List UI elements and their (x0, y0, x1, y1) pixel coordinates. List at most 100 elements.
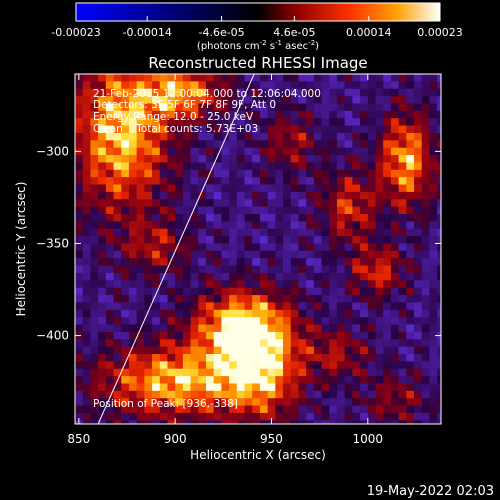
heatmap-cell (167, 405, 176, 414)
heatmap-cell (298, 302, 307, 311)
heatmap-cell (244, 317, 253, 326)
heatmap-cell (105, 125, 115, 134)
heatmap-cell (190, 221, 199, 230)
heatmap-cell (236, 398, 246, 407)
heatmap-cell (367, 412, 377, 421)
heatmap-cell (229, 228, 238, 237)
heatmap-cell (375, 191, 384, 200)
heatmap-cell (190, 354, 199, 362)
heatmap-cell (406, 368, 415, 377)
heatmap-cell (190, 243, 199, 252)
heatmap-cell (360, 302, 369, 311)
heatmap-cell (267, 125, 276, 134)
heatmap-cell (367, 295, 377, 303)
heatmap-cell (298, 280, 307, 289)
heatmap-cell (98, 177, 107, 186)
heatmap-cell (390, 258, 400, 267)
heatmap-cell (321, 317, 330, 326)
heatmap-cell (182, 295, 192, 303)
heatmap-cell (344, 140, 353, 149)
heatmap-cell (213, 228, 222, 237)
heatmap-cell (244, 103, 253, 112)
heatmap-cell (321, 221, 330, 230)
heatmap-cell (313, 354, 323, 362)
heatmap-cell (152, 110, 161, 119)
heatmap-cell (429, 361, 438, 370)
heatmap-cell (152, 302, 161, 311)
heatmap-cell (275, 295, 284, 303)
heatmap-cell (398, 346, 407, 355)
heatmap-cell (360, 295, 369, 303)
heatmap-cell (229, 383, 238, 392)
plot-frame (74, 73, 442, 425)
heatmap-cell (398, 287, 407, 296)
heatmap-cell (313, 169, 323, 178)
heatmap-cell (167, 88, 176, 97)
heatmap-cell (383, 199, 392, 208)
heatmap-cell (329, 390, 338, 399)
heatmap-cell (244, 398, 253, 407)
heatmap-cell (198, 368, 207, 377)
heatmap-cell (121, 383, 130, 392)
heatmap-cell (167, 177, 176, 186)
heatmap-cell (313, 287, 323, 296)
heatmap-cell (437, 250, 441, 259)
heatmap-cell (414, 132, 423, 141)
heatmap-cell (144, 280, 153, 289)
heatmap-cell (98, 405, 107, 414)
heatmap-cell (398, 317, 407, 326)
heatmap-cell (306, 199, 315, 208)
heatmap-cell (429, 390, 438, 399)
heatmap-cell (82, 383, 91, 392)
heatmap-cell (375, 221, 384, 230)
heatmap-cell (244, 184, 253, 193)
heatmap-cell (329, 258, 338, 267)
heatmap-cell (375, 155, 384, 163)
heatmap-cell (414, 324, 423, 333)
heatmap-cell (205, 361, 215, 370)
heatmap-cell (414, 368, 423, 377)
heatmap-cell (429, 191, 438, 200)
heatmap-cell (128, 140, 138, 149)
heatmap-cell (298, 191, 307, 200)
heatmap-cell (98, 420, 107, 424)
heatmap-cell (98, 169, 107, 178)
heatmap-cell (198, 383, 207, 392)
heatmap-cell (98, 280, 107, 289)
heatmap-cell (313, 147, 323, 156)
heatmap-cell (167, 206, 176, 215)
heatmap-cell (375, 243, 384, 252)
heatmap-cell (121, 272, 130, 281)
heatmap-cell (198, 74, 207, 82)
colorbar-tick-label: 0.00023 (417, 26, 463, 39)
heatmap-cell (383, 132, 392, 141)
heatmap-cell (259, 287, 269, 296)
heatmap-cell (175, 412, 184, 421)
heatmap-cell (198, 243, 207, 252)
heatmap-cell (121, 140, 130, 149)
heatmap-cell (429, 147, 438, 156)
heatmap-cell (244, 155, 253, 163)
heatmap-cell (128, 155, 138, 163)
heatmap-cell (221, 184, 230, 193)
heatmap-cell (221, 96, 230, 104)
colorbar-tick-label: 4.6e-05 (273, 26, 315, 39)
heatmap-cell (236, 96, 246, 104)
heatmap-cell (229, 354, 238, 362)
heatmap-cell (82, 331, 91, 340)
heatmap-cell (290, 309, 299, 318)
heatmap-cell (105, 302, 115, 311)
heatmap-cell (383, 302, 392, 311)
heatmap-cell (90, 309, 99, 318)
heatmap-cell (437, 324, 441, 333)
heatmap-cell (321, 258, 330, 267)
heatmap-cell (375, 287, 384, 296)
heatmap-cell (167, 74, 176, 82)
heatmap-cell (98, 302, 107, 311)
heatmap-cell (414, 412, 423, 421)
heatmap-cell (128, 339, 138, 348)
heatmap-cell (90, 184, 99, 193)
heatmap-cell (313, 74, 323, 82)
heatmap-cell (252, 169, 261, 178)
heatmap-cell (229, 361, 238, 370)
